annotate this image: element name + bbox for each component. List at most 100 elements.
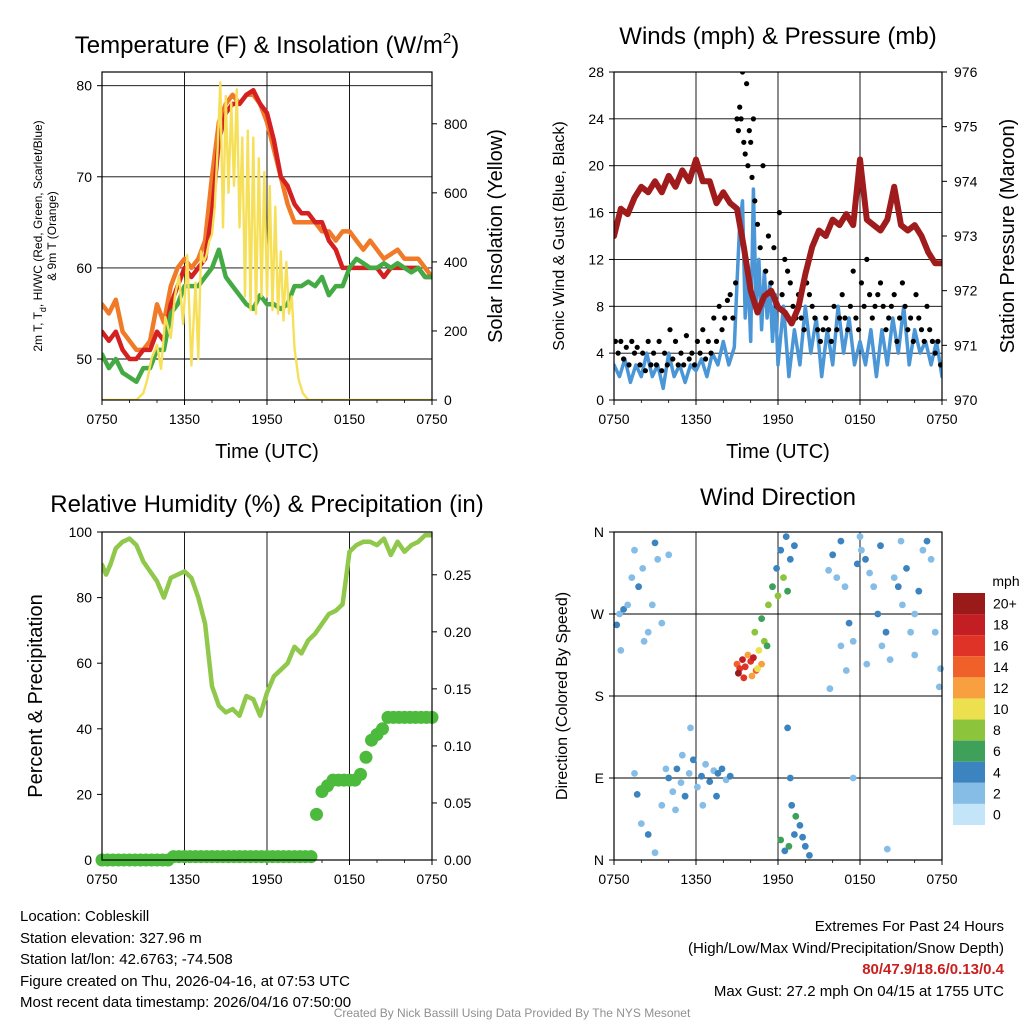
wind-gust-marker — [754, 221, 761, 227]
dir-y-tick-label: S — [595, 688, 604, 704]
wind-chart-title: Winds (mph) & Pressure (mb) — [619, 23, 936, 50]
wind-gust-marker — [776, 210, 783, 216]
wind-direction-chart: 0750 1350 1950 0150 0750 N E S W N Wind Direction D… — [554, 484, 1020, 887]
wind-x-tick-label: 1950 — [762, 411, 793, 427]
extremes-heading: Extremes For Past 24 Hours — [814, 918, 1004, 935]
dir-speed-point — [687, 724, 694, 732]
wind-series-wind-line — [614, 187, 942, 391]
wind-gust-marker — [746, 128, 752, 134]
rh-y-tick-label: 100 — [69, 524, 93, 540]
rh-y2-tick-label: 0.05 — [444, 795, 471, 811]
dir-speed-point — [842, 667, 850, 674]
wind-gust-marker — [634, 344, 640, 350]
dir-x-tick-label: 1950 — [762, 871, 793, 887]
dir-speed-point — [750, 654, 757, 662]
dir-speed-point — [681, 792, 689, 800]
rh-series-group — [102, 533, 432, 718]
rh-y-tick-label: 40 — [76, 721, 92, 737]
wind-gust-marker — [858, 280, 865, 286]
dir-speed-point — [740, 674, 748, 682]
dir-speed-point — [931, 628, 939, 636]
wind-y2-tick-label: 973 — [954, 228, 978, 244]
wind-gust-marker — [692, 362, 698, 368]
dir-speed-point — [883, 845, 891, 853]
wind-gust-marker — [771, 245, 777, 251]
dir-speed-point — [858, 546, 865, 554]
wind-gust-marker — [869, 315, 875, 321]
dir-speed-point — [651, 539, 659, 547]
wind-gust-marker — [734, 116, 740, 122]
dir-speed-point — [862, 555, 869, 563]
wind-gust-marker — [724, 297, 731, 303]
temp-x-tick-label: 0750 — [416, 411, 447, 427]
temp-y-tick-label: 50 — [76, 351, 92, 367]
wind-gust-marker — [748, 139, 754, 145]
dir-speed-point — [774, 592, 782, 600]
wind-x-axis-label: Time (UTC) — [726, 441, 830, 463]
humidity-chart: 0750 1350 1950 0150 0750 0 20 40 60 80 100 0.00 0.05… — [25, 491, 484, 887]
wind-gust-marker — [886, 315, 892, 321]
wind-y2-tick-label: 970 — [954, 392, 978, 408]
dir-speed-point — [849, 637, 857, 645]
rh-y2-tick-label: 0.20 — [444, 624, 471, 640]
wind-y-tick-label: 20 — [588, 158, 604, 174]
wind-gust-marker — [757, 245, 763, 251]
dir-speed-point — [694, 783, 701, 791]
dir-speed-point — [874, 610, 882, 618]
wind-gust-marker — [645, 338, 651, 344]
wind-gust-marker — [834, 327, 840, 333]
wind-y-axis-label: Sonic Wind & Gust (Blue, Black) — [551, 121, 568, 350]
wind-y2-tick-label: 975 — [954, 119, 978, 135]
wind-gust-marker — [700, 327, 706, 333]
wind-gust-marker — [672, 338, 679, 344]
temp-title-main: Temperature (F) & Insolation (W/m — [75, 32, 443, 59]
dir-speed-point — [837, 537, 845, 545]
rh-precip-marker — [376, 722, 389, 736]
dir-speed-point — [658, 619, 666, 627]
wind-gust-marker — [828, 338, 834, 344]
dir-speed-point — [911, 610, 919, 618]
dir-speed-point — [699, 801, 707, 809]
wind-gust-marker — [820, 327, 826, 333]
rh-x-tick-label: 0150 — [334, 871, 365, 887]
wind-gust-marker — [705, 338, 711, 344]
dir-speed-point — [765, 601, 772, 609]
dir-speed-point — [669, 788, 677, 796]
wind-gust-marker — [741, 139, 747, 145]
wind-series-pressure-line — [614, 156, 942, 327]
wind-y-tick-label: 4 — [596, 345, 604, 361]
dir-speed-point — [829, 551, 837, 559]
dir-speed-point — [897, 537, 905, 545]
temp-x-tick-label: 0150 — [334, 411, 365, 427]
wind-gust-marker — [787, 280, 793, 286]
rh-precip-marker — [310, 807, 323, 821]
wind-gust-marker — [872, 303, 878, 309]
dir-speed-point — [640, 637, 648, 645]
wind-gust-marker — [806, 292, 813, 298]
info-elevation: Station elevation: 327.96 m — [20, 929, 202, 947]
dir-speed-point — [651, 849, 659, 857]
wind-gust-marker — [765, 233, 772, 239]
rh-precip-marker — [359, 750, 373, 764]
wind-gust-marker — [697, 350, 703, 356]
dir-speed-point — [886, 656, 894, 663]
dir-speed-point — [911, 651, 919, 659]
wind-gust-marker — [924, 303, 930, 309]
wind-gust-marker — [642, 368, 649, 374]
wind-gust-marker — [631, 350, 638, 356]
dir-speed-point — [744, 651, 752, 659]
dir-x-tick-label: 0750 — [926, 871, 957, 887]
wind-gust-marker — [703, 356, 709, 362]
wind-gust-marker — [897, 315, 903, 321]
dir-speed-point — [758, 615, 765, 622]
colorbar-swatch — [953, 719, 985, 741]
dir-speed-point — [907, 628, 914, 636]
colorbar-swatch — [953, 782, 985, 804]
rh-x-tick-label: 0750 — [86, 871, 117, 887]
temp-y-axis-label-line1: 2m T, Td, HI/WC (Red, Green, Scarlet/Blu… — [31, 120, 48, 351]
wind-gust-marker — [877, 280, 884, 286]
wind-gust-marker — [831, 303, 837, 309]
wind-gust-marker — [932, 350, 938, 356]
wind-gust-marker — [938, 362, 942, 368]
